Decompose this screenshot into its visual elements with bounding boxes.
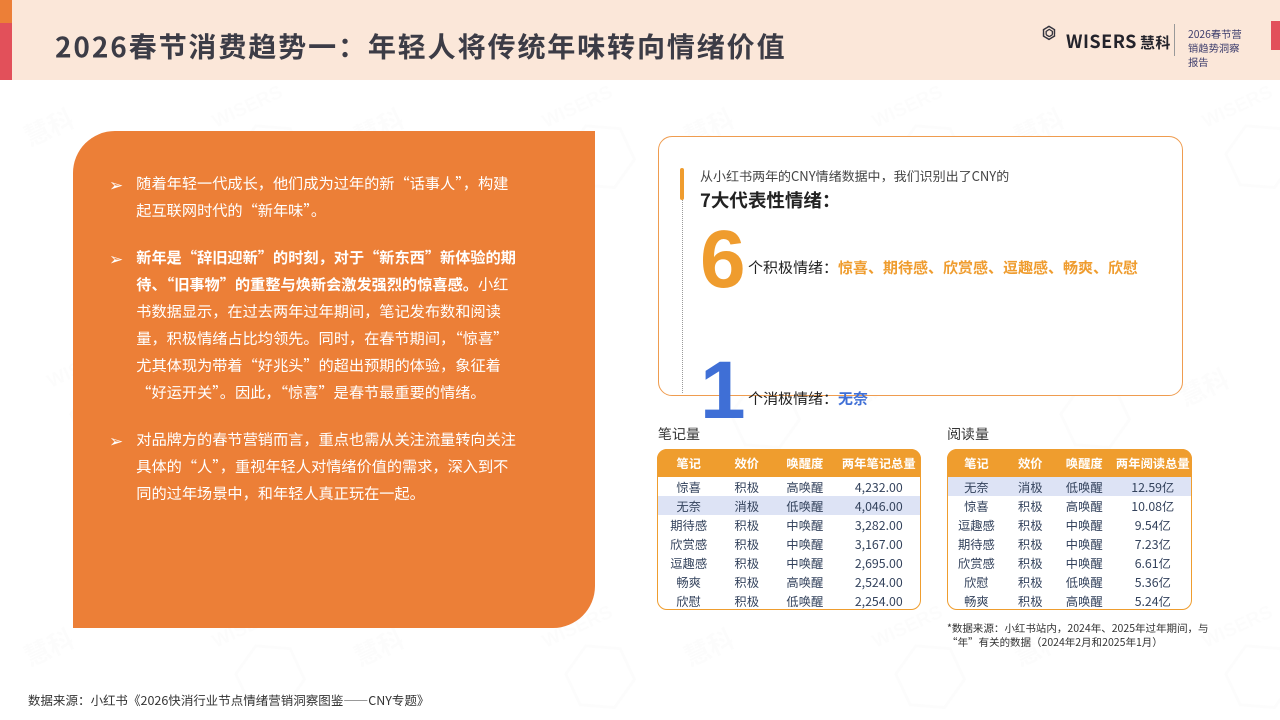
- svg-text:WISERS: WISERS: [539, 82, 616, 133]
- svg-text:WISERS: WISERS: [209, 82, 286, 133]
- svg-text:WISERS: WISERS: [869, 82, 946, 133]
- svg-text:慧科: 慧科: [17, 99, 80, 155]
- svg-text:慧科: 慧科: [677, 619, 740, 675]
- svg-text:慧科: 慧科: [17, 619, 80, 675]
- svg-text:WISERS: WISERS: [1199, 82, 1276, 133]
